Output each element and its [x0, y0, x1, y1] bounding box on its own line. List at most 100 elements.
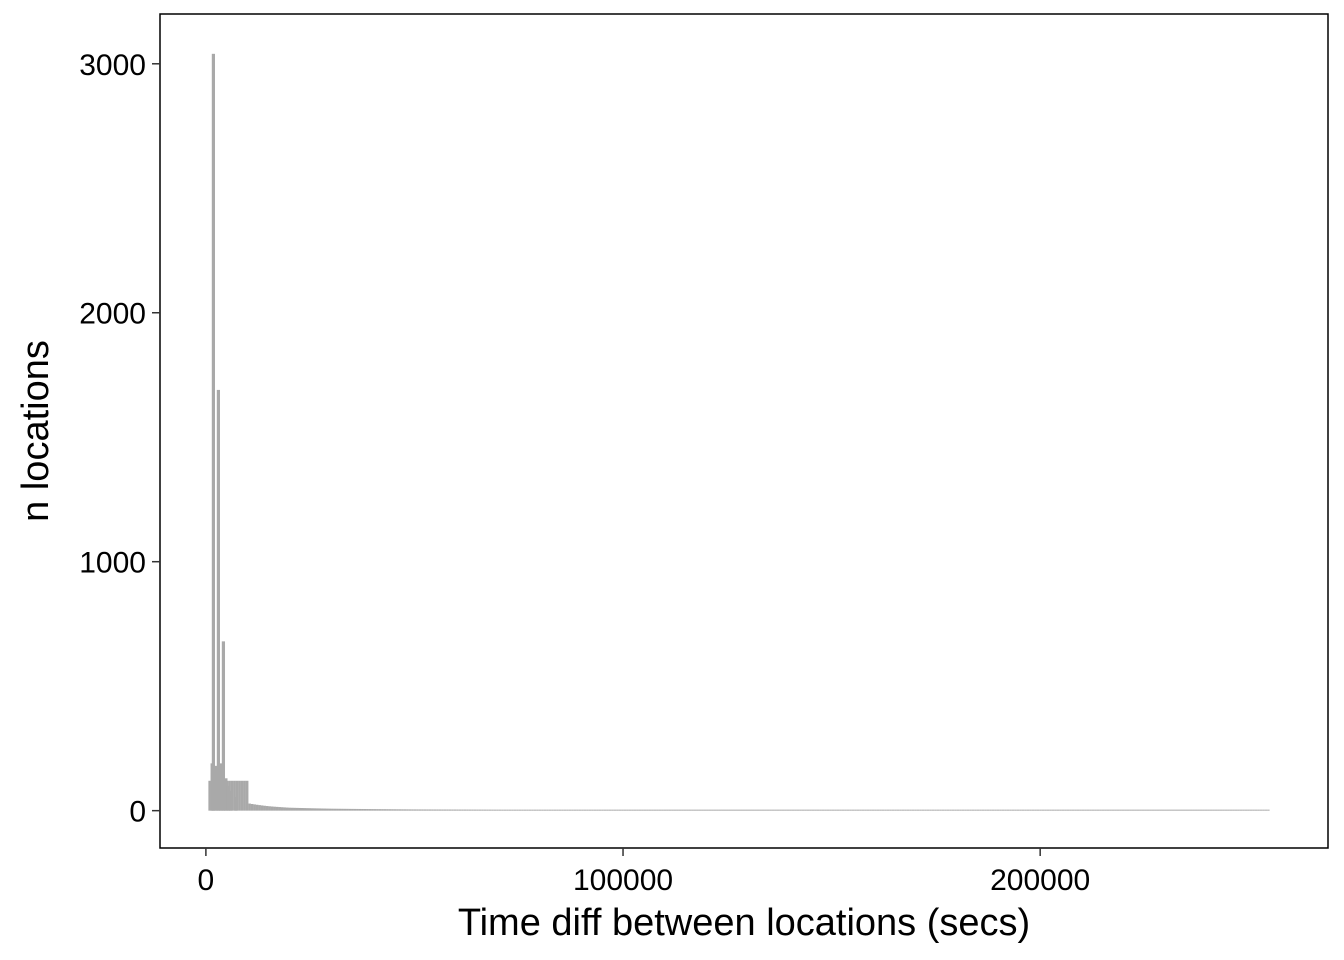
histogram-bar — [904, 809, 907, 811]
histogram-bar — [1134, 809, 1137, 811]
histogram-bar — [1089, 809, 1092, 811]
histogram-bar — [1124, 809, 1127, 811]
histogram-bar — [769, 809, 772, 811]
histogram-bar — [553, 809, 557, 811]
histogram-bar — [1204, 809, 1208, 811]
histogram-bar — [976, 809, 980, 811]
histogram-bar — [631, 809, 634, 811]
histogram-bar — [779, 809, 782, 811]
histogram-bar — [934, 809, 937, 811]
histogram-bar — [643, 809, 647, 811]
histogram-bar — [260, 805, 264, 811]
histogram-bar — [586, 809, 589, 811]
histogram-bar — [278, 807, 281, 811]
histogram-bar — [706, 809, 709, 811]
histogram-bar — [616, 809, 619, 811]
histogram-peak-bar — [234, 796, 238, 811]
histogram-bar — [1232, 809, 1235, 811]
histogram-bar — [323, 808, 327, 811]
histogram-bar — [728, 809, 732, 811]
histogram-bar — [381, 809, 384, 811]
histogram-bar — [1086, 809, 1090, 811]
histogram-bar — [688, 809, 692, 811]
histogram-bar — [581, 809, 584, 811]
histogram-bar — [794, 809, 797, 811]
histogram-bar — [708, 809, 712, 811]
histogram-bar — [1244, 809, 1248, 811]
histogram-bar — [493, 809, 497, 811]
histogram-bar — [1234, 809, 1238, 811]
histogram-bar — [576, 809, 579, 811]
histogram-bar — [468, 809, 472, 811]
histogram-bar — [1219, 809, 1223, 811]
histogram-bar — [821, 809, 825, 811]
histogram-bar — [245, 780, 249, 811]
histogram-bar — [1214, 809, 1218, 811]
histogram-bar — [961, 809, 965, 811]
histogram-peak-bar — [221, 641, 226, 811]
histogram-bar — [238, 780, 241, 811]
histogram-bar — [754, 809, 757, 811]
histogram-bar — [1174, 809, 1177, 811]
histogram-bar — [1184, 809, 1188, 811]
histogram-bar — [801, 809, 805, 811]
histogram-bar — [1106, 809, 1110, 811]
histogram-bar — [311, 808, 314, 811]
histogram-bar — [1222, 809, 1225, 811]
histogram-bar — [288, 807, 291, 811]
histogram-bar — [759, 809, 762, 811]
histogram-bar — [946, 809, 950, 811]
histogram-bar — [596, 809, 599, 811]
histogram-bar — [784, 809, 787, 811]
histogram-bar — [511, 809, 514, 811]
histogram-bar — [1121, 809, 1125, 811]
histogram-bar — [566, 809, 569, 811]
histogram-bar — [508, 809, 512, 811]
histogram-bar — [248, 803, 251, 811]
histogram-bar — [1064, 809, 1067, 811]
histogram-bar — [338, 808, 342, 811]
histogram-bar — [623, 809, 627, 811]
histogram-bar — [1131, 809, 1135, 811]
histogram-bar — [799, 809, 802, 811]
histogram-bar — [1129, 809, 1132, 811]
histogram-bar — [280, 807, 284, 811]
histogram-bar — [513, 809, 517, 811]
histogram-bar — [1116, 809, 1120, 811]
histogram-bar — [331, 808, 334, 811]
histogram-bar — [606, 809, 609, 811]
histogram-bar — [336, 808, 339, 811]
histogram-bar — [551, 809, 554, 811]
histogram-bar — [458, 809, 462, 811]
histogram-bar — [546, 809, 549, 811]
histogram-bar — [543, 809, 547, 811]
histogram-bar — [588, 809, 592, 811]
histogram-bar — [786, 809, 790, 811]
histogram-bar — [1066, 809, 1070, 811]
histogram-bar — [871, 809, 875, 811]
histogram-bar — [578, 809, 582, 811]
histogram-bar — [383, 809, 387, 811]
histogram-bar — [723, 809, 727, 811]
histogram-bar — [944, 809, 947, 811]
histogram-bar — [879, 809, 882, 811]
histogram-bar — [558, 809, 562, 811]
histogram-bar — [1074, 809, 1077, 811]
histogram-bar — [1146, 809, 1150, 811]
histogram-bar — [678, 809, 682, 811]
histogram-bar — [804, 809, 807, 811]
histogram-bar — [816, 809, 820, 811]
histogram-bar — [859, 809, 862, 811]
histogram-bar — [461, 809, 464, 811]
histogram-bar — [834, 809, 837, 811]
histogram-bar — [771, 809, 775, 811]
histogram-bar — [416, 809, 419, 811]
y-tick-label: 3000 — [79, 49, 146, 82]
histogram-bar — [411, 809, 414, 811]
histogram-peak-bar — [226, 785, 231, 811]
histogram-bar — [919, 809, 922, 811]
histogram-peak-bar — [224, 778, 228, 811]
histogram-bar — [295, 807, 299, 811]
histogram-bar — [663, 809, 667, 811]
histogram-bar — [716, 809, 719, 811]
